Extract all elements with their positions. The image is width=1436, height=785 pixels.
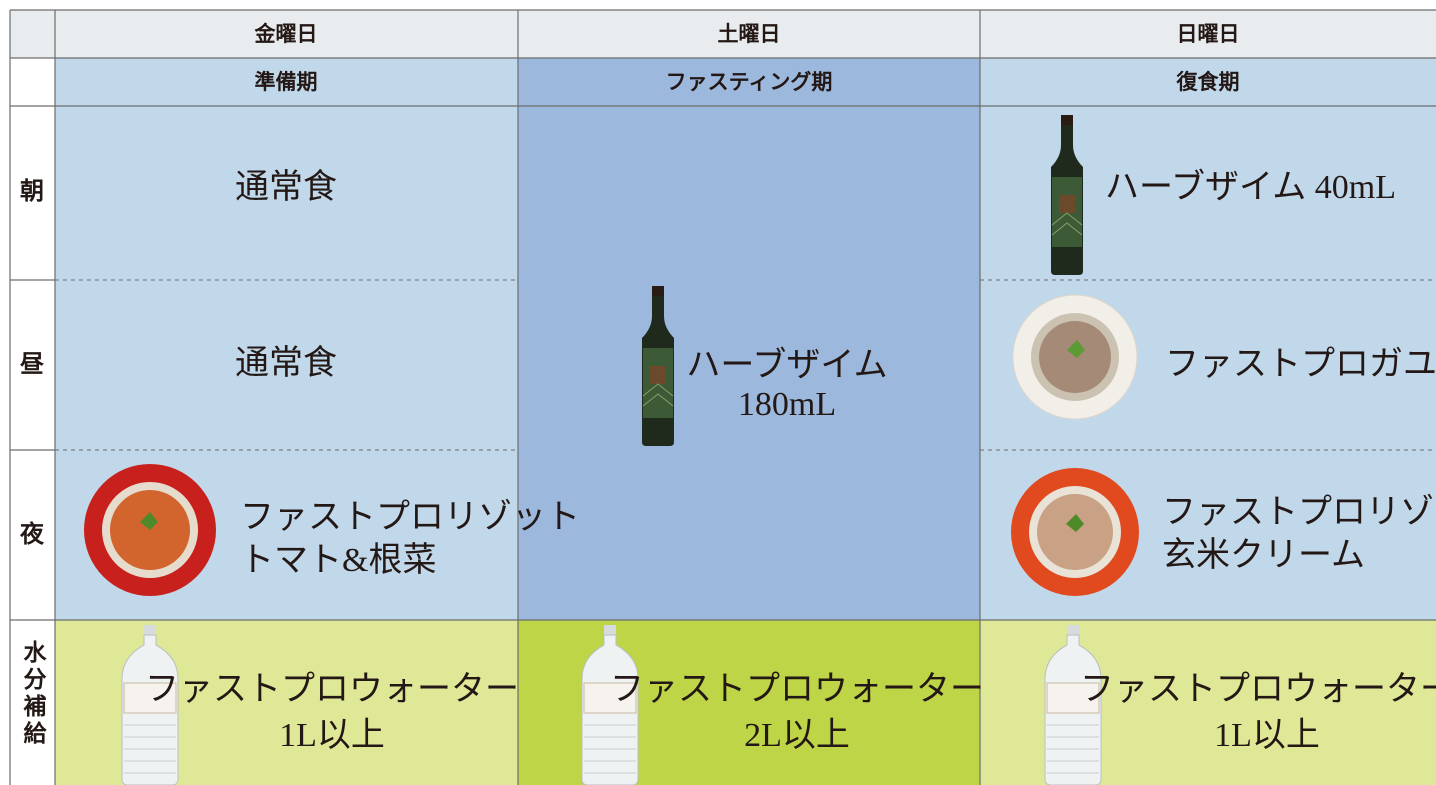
water-amount: 1L以上: [279, 717, 385, 754]
row-label: 夜: [19, 520, 45, 548]
row-label: 水分補給: [19, 640, 48, 748]
water-text: ファストプロウォーター: [1080, 671, 1436, 708]
meal-text: ハーブザイム: [686, 346, 887, 384]
meal-text: ハーブザイム 40mL: [1105, 168, 1396, 206]
meal-text: トマト&根菜: [240, 542, 436, 579]
meal-text: 180mL: [738, 386, 836, 423]
water-amount: 1L以上: [1214, 717, 1320, 754]
meal-text: ファストプロリゾット: [240, 499, 580, 536]
porridge-bowl: [1012, 294, 1138, 420]
phase-header: 復食期: [1176, 70, 1240, 94]
meal-text: ファストプロリゾット: [1162, 494, 1436, 531]
risotto-bowl: [84, 464, 216, 596]
meal-text: ファストプロガユ: [1165, 346, 1436, 383]
water-text: ファストプロウォーター: [145, 671, 519, 708]
meal-text: 通常食: [235, 344, 337, 382]
phase-header: ファスティング期: [666, 70, 833, 94]
risotto-bowl: [1011, 468, 1139, 596]
meal-text: 通常食: [235, 168, 337, 206]
water-text: ファストプロウォーター: [610, 671, 984, 708]
day-header: 土曜日: [718, 22, 781, 46]
row-label: 朝: [20, 177, 44, 205]
day-header: 日曜日: [1177, 22, 1240, 46]
phase-header: 準備期: [255, 70, 318, 94]
day-header: 金曜日: [254, 22, 318, 46]
meal-text: 玄米クリーム: [1162, 536, 1365, 574]
row-label: 昼: [20, 350, 44, 378]
water-amount: 2L以上: [744, 717, 850, 754]
